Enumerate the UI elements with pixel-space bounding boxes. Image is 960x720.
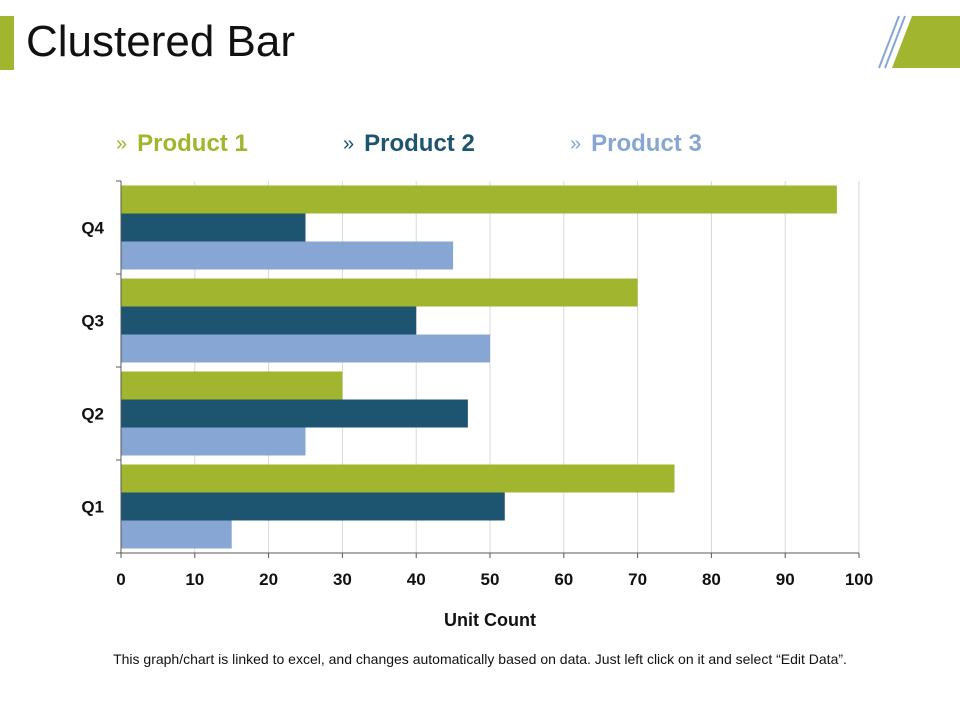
footer-note: This graph/chart is linked to excel, and… (113, 651, 847, 667)
x-tick-label-100: 100 (845, 570, 873, 589)
bar-q2-product-2 (121, 399, 468, 428)
bar-q1-product-1 (121, 464, 675, 493)
bar-q4-product-3 (121, 241, 454, 270)
chart-legend: » Product 1 » Product 2 » Product 3 (0, 130, 960, 164)
x-tick-label-60: 60 (554, 570, 573, 589)
x-tick-label-50: 50 (481, 570, 500, 589)
bar-q2-product-3 (121, 427, 306, 456)
bar-q1-product-2 (121, 492, 505, 521)
page-title: Clustered Bar (26, 17, 296, 66)
clustered-bar-chart: Q1 Q2 Q3 Q4 0 10 20 30 40 50 60 70 80 90 100 Unit Count (81, 180, 873, 630)
x-tick-label-70: 70 (628, 570, 647, 589)
chevron-right-icon: » (570, 132, 582, 155)
x-tick-label-40: 40 (407, 570, 426, 589)
x-tick-label-30: 30 (333, 570, 352, 589)
x-tick-label-0: 0 (116, 570, 125, 589)
legend-label-product-2: Product 2 (364, 130, 475, 157)
legend-item-product-2[interactable]: » Product 2 (343, 130, 475, 158)
title-accent-bar (0, 16, 14, 70)
legend-item-product-1[interactable]: » Product 1 (116, 130, 248, 158)
x-axis-title: Unit Count (444, 610, 536, 630)
legend-label-product-3: Product 3 (591, 130, 702, 157)
legend-item-product-3[interactable]: » Product 3 (570, 130, 702, 158)
legend-label-product-1: Product 1 (137, 130, 248, 157)
category-label-q1: Q1 (81, 498, 104, 517)
corner-decoration (878, 15, 960, 69)
x-tick-label-80: 80 (702, 570, 721, 589)
bar-q3-product-1 (121, 278, 638, 307)
x-tick-label-10: 10 (185, 570, 204, 589)
bar-q1-product-3 (121, 520, 232, 549)
chevron-right-icon: » (343, 132, 355, 155)
chevron-right-icon: » (116, 132, 128, 155)
x-tick-label-90: 90 (776, 570, 795, 589)
bar-q4-product-1 (121, 185, 837, 214)
x-tick-label-20: 20 (259, 570, 278, 589)
bar-q3-product-3 (121, 334, 490, 363)
bar-q4-product-2 (121, 213, 306, 242)
bar-q3-product-2 (121, 306, 417, 335)
category-label-q4: Q4 (81, 219, 104, 238)
category-label-q3: Q3 (81, 312, 104, 331)
bar-q2-product-1 (121, 371, 343, 400)
category-label-q2: Q2 (81, 405, 104, 424)
